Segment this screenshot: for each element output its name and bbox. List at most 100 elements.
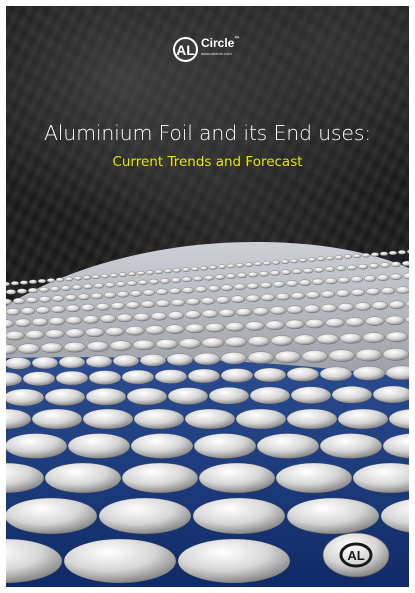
dome-disc <box>354 302 372 311</box>
dome-disc <box>129 290 143 297</box>
dome-disc <box>110 302 126 310</box>
dome-disc <box>140 300 156 308</box>
logo-mark: AL <box>173 37 198 62</box>
dome-disc <box>405 315 409 324</box>
dome-disc <box>244 262 254 267</box>
dome-disc <box>224 336 248 348</box>
dome-disc <box>270 335 294 346</box>
dome-disc <box>48 316 66 326</box>
dome-disc <box>121 369 155 385</box>
dome-disc <box>6 497 98 535</box>
dome-disc <box>319 433 383 459</box>
dome-disc <box>190 266 200 272</box>
dome-disc <box>165 324 185 334</box>
dome-disc <box>368 263 380 269</box>
dome-disc <box>10 281 20 286</box>
dome-disc <box>154 369 188 384</box>
dome-disc <box>38 296 52 303</box>
dome-disc <box>184 408 236 430</box>
dome-disc <box>235 307 253 317</box>
dome-disc <box>6 344 18 355</box>
dome-disc <box>58 355 86 369</box>
dome-disc <box>22 371 56 386</box>
dome-disc <box>38 286 50 293</box>
dome-disc <box>155 288 169 296</box>
dome-disc <box>65 316 83 325</box>
dome-disc <box>253 367 287 383</box>
dome-disc <box>46 278 56 283</box>
dome-disc <box>6 433 68 459</box>
dome-disc <box>362 332 386 343</box>
dome-disc <box>181 276 193 283</box>
dome-disc <box>60 285 72 291</box>
dome-disc <box>115 281 127 287</box>
dome-disc <box>286 408 338 430</box>
dome-disc <box>109 273 119 278</box>
dome-disc <box>313 267 325 273</box>
dome-disc <box>245 294 261 303</box>
dome-disc <box>363 275 377 282</box>
dome-disc <box>345 317 365 327</box>
dome-disc <box>269 270 281 276</box>
dome-disc <box>325 318 345 328</box>
dome-disc <box>181 286 195 294</box>
dome-disc <box>291 268 303 275</box>
alcircle-logo: AL Circle™ www.alcircle.com <box>173 37 239 62</box>
dome-disc <box>82 408 134 430</box>
dome-disc <box>208 265 218 270</box>
dome-disc <box>305 291 321 299</box>
dome-disc <box>328 349 356 362</box>
dome-disc <box>337 408 389 430</box>
dome-disc <box>40 342 64 354</box>
dome-disc <box>6 319 15 328</box>
dome-disc <box>376 274 390 281</box>
dome-disc <box>65 328 85 338</box>
dome-disc <box>293 334 317 346</box>
dome-disc <box>98 497 192 535</box>
dome-disc <box>80 303 96 312</box>
dome-disc <box>205 322 225 333</box>
dome-disc <box>275 292 291 301</box>
dome-disc <box>103 291 117 299</box>
dome-disc <box>217 264 227 269</box>
dome-disc <box>85 388 127 406</box>
dome-disc <box>51 295 65 302</box>
dome-disc <box>181 267 191 272</box>
dome-disc <box>192 497 286 535</box>
dome-disc <box>63 341 87 353</box>
dome-disc <box>95 303 111 311</box>
dome-disc <box>405 300 409 308</box>
dome-disc <box>390 261 402 268</box>
dome-disc <box>382 348 409 361</box>
dome-disc <box>116 291 130 298</box>
dome-disc <box>6 289 17 295</box>
dome-disc <box>324 277 338 285</box>
dome-disc <box>6 462 45 494</box>
dome-disc <box>163 268 173 274</box>
dome-disc <box>275 462 353 494</box>
dome-disc <box>272 281 286 288</box>
dome-disc <box>397 250 407 255</box>
dome-disc <box>379 262 391 268</box>
dome-disc <box>167 311 185 320</box>
dome-disc <box>184 310 202 319</box>
dome-disc <box>85 327 105 338</box>
dome-disc <box>67 433 131 459</box>
dome-disc <box>247 336 271 347</box>
dome-disc <box>126 387 168 406</box>
dome-disc <box>170 277 182 283</box>
dome-disc <box>6 388 45 407</box>
dome-disc <box>145 325 165 335</box>
dome-disc <box>389 273 403 281</box>
dome-disc <box>380 499 409 533</box>
dome-disc <box>167 387 209 405</box>
dome-disc <box>6 371 23 387</box>
dome-disc <box>85 355 113 368</box>
dome-disc <box>112 354 140 368</box>
dome-disc <box>385 331 409 343</box>
dome-disc <box>320 290 336 298</box>
dome-disc <box>64 276 74 282</box>
dome-disc <box>177 538 291 584</box>
dome-disc <box>230 295 246 303</box>
dome-disc <box>45 329 65 339</box>
